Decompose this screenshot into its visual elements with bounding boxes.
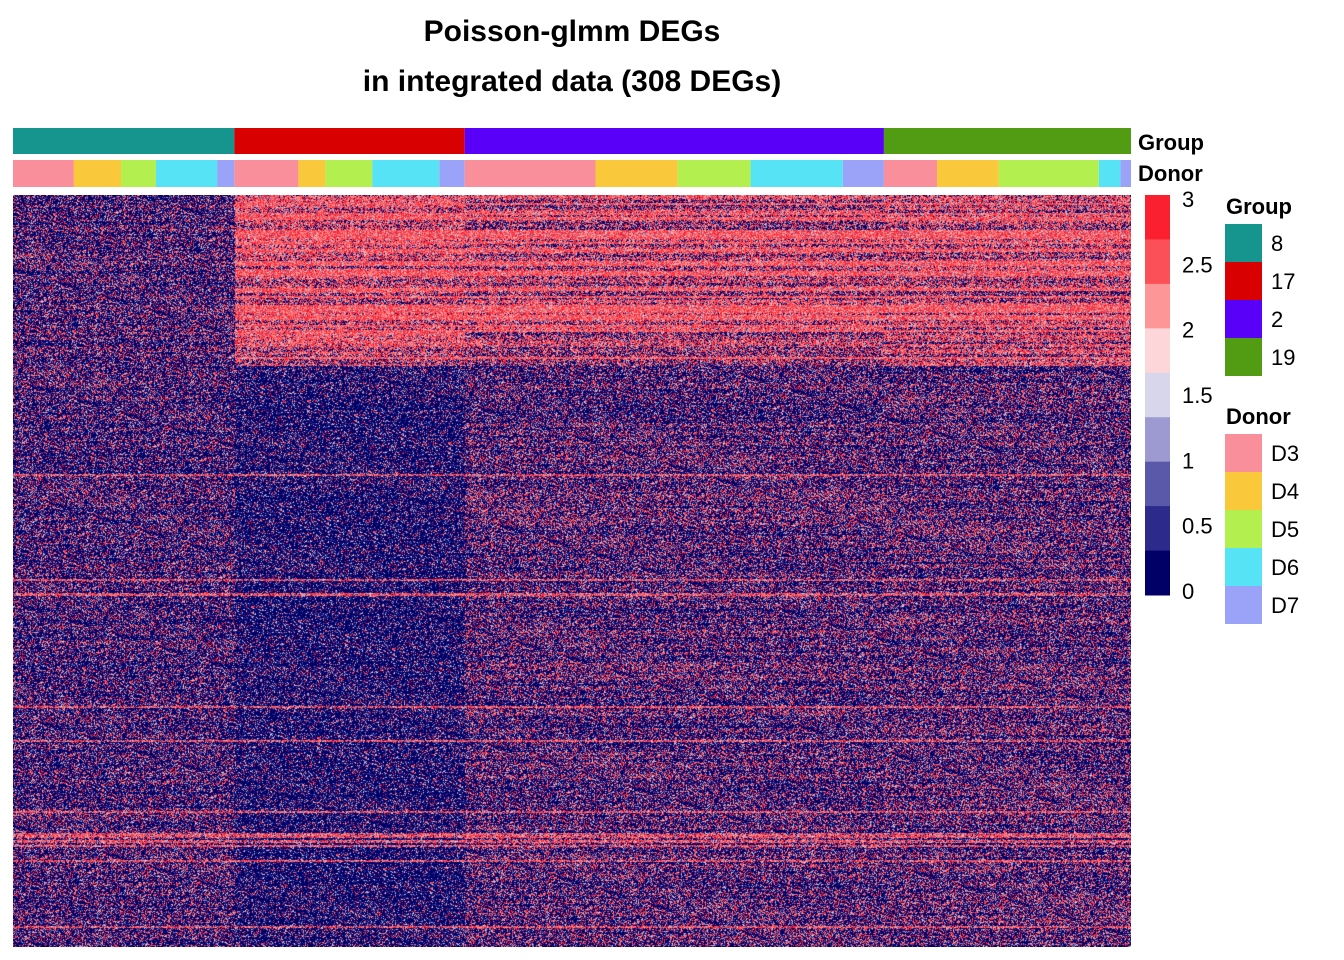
- donor-bar-segment-17-D3: [234, 160, 299, 187]
- group-legend-swatch-8: [1225, 224, 1262, 262]
- donor-bar-segment-2-D3: [464, 160, 596, 187]
- donor-bar-segment-2-D5: [677, 160, 751, 187]
- donor-bar-segment-8-D4: [73, 160, 122, 187]
- donor-bar-segment-8-D5: [121, 160, 157, 187]
- donor-bar-segment-8-D6: [156, 160, 218, 187]
- donor-legend-label-D6: D6: [1271, 555, 1299, 580]
- colorbar-legend: 3 2.5 2 1.5 1 0.5 0: [1145, 187, 1213, 604]
- group-bar-segment-2: [464, 128, 884, 154]
- donor-legend-title: Donor: [1226, 404, 1291, 429]
- donor-legend-swatch-D4: [1225, 472, 1262, 510]
- group-legend-swatch-2: [1225, 300, 1262, 338]
- donor-bar-segment-8-D7: [217, 160, 235, 187]
- donor-bar-segment-2-D7: [842, 160, 884, 187]
- group-bar-segment-17: [234, 128, 465, 154]
- donor-bar-segment-19-D3: [883, 160, 938, 187]
- donor-annotation-bar: [13, 160, 1131, 187]
- colorbar-swatch: [1145, 417, 1170, 463]
- donor-bar-segment-17-D7: [439, 160, 465, 187]
- colorbar-swatch: [1145, 461, 1170, 507]
- donor-bar-segment-17-D5: [325, 160, 373, 187]
- colorbar-swatch: [1145, 195, 1170, 240]
- heatmap-body: [13, 195, 1131, 947]
- colorbar-swatch: [1145, 550, 1170, 596]
- colorbar-swatch: [1145, 283, 1170, 329]
- colorbar-tick-label: 2: [1182, 318, 1194, 343]
- group-legend-label-8: 8: [1271, 231, 1283, 256]
- group-legend: Group 8 17 2 19: [1225, 194, 1295, 376]
- colorbar-tick-label: 2.5: [1182, 252, 1213, 277]
- group-legend-label-2: 2: [1271, 307, 1283, 332]
- group-bar-segment-8: [13, 128, 235, 154]
- donor-legend-swatch-D6: [1225, 548, 1262, 586]
- colorbar-swatch: [1145, 506, 1170, 552]
- donor-legend-label-D7: D7: [1271, 593, 1299, 618]
- donor-bar-segment-19-D5: [998, 160, 1099, 187]
- group-legend-swatch-19: [1225, 338, 1262, 376]
- donor-bar-segment-2-D4: [595, 160, 678, 187]
- donor-bar-segment-2-D6: [750, 160, 843, 187]
- group-bar-segment-19: [883, 128, 1131, 154]
- colorbar-swatch: [1145, 328, 1170, 374]
- donor-legend-label-D3: D3: [1271, 441, 1299, 466]
- group-annotation-bar: [13, 128, 1131, 154]
- colorbar-tick-label: 0: [1182, 579, 1194, 604]
- donor-legend-swatch-D5: [1225, 510, 1262, 548]
- colorbar-tick-label: 3: [1182, 187, 1194, 212]
- group-legend-label-19: 19: [1271, 345, 1295, 370]
- group-legend-label-17: 17: [1271, 269, 1295, 294]
- group-legend-swatch-17: [1225, 262, 1262, 300]
- colorbar-swatch: [1145, 372, 1170, 418]
- donor-legend-label-D5: D5: [1271, 517, 1299, 542]
- donor-bar-segment-8-D3: [13, 160, 74, 187]
- chart-title-line-2: in integrated data (308 DEGs): [362, 65, 782, 98]
- heatmap-cells: [13, 195, 1131, 947]
- chart-title-line-1: Poisson-glmm DEGs: [423, 15, 721, 48]
- colorbar-swatch: [1145, 239, 1170, 285]
- colorbar-tick-label: 0.5: [1182, 514, 1213, 539]
- donor-bar-segment-17-D4: [298, 160, 326, 187]
- donor-bar-segment-17-D6: [372, 160, 440, 187]
- donor-bar-segment-19-D7: [1120, 160, 1131, 187]
- donor-bar-segment-19-D4: [937, 160, 999, 187]
- donor-legend: Donor D3 D4 D5 D6 D7: [1225, 404, 1299, 624]
- donor-bar-segment-19-D6: [1098, 160, 1121, 187]
- donor-row-label: Donor: [1138, 161, 1203, 186]
- colorbar-tick-label: 1.5: [1182, 383, 1213, 408]
- colorbar-tick-label: 1: [1182, 448, 1194, 473]
- group-legend-title: Group: [1226, 194, 1292, 219]
- donor-legend-swatch-D3: [1225, 434, 1262, 472]
- donor-legend-label-D4: D4: [1271, 479, 1299, 504]
- donor-legend-swatch-D7: [1225, 586, 1262, 624]
- group-row-label: Group: [1138, 130, 1204, 155]
